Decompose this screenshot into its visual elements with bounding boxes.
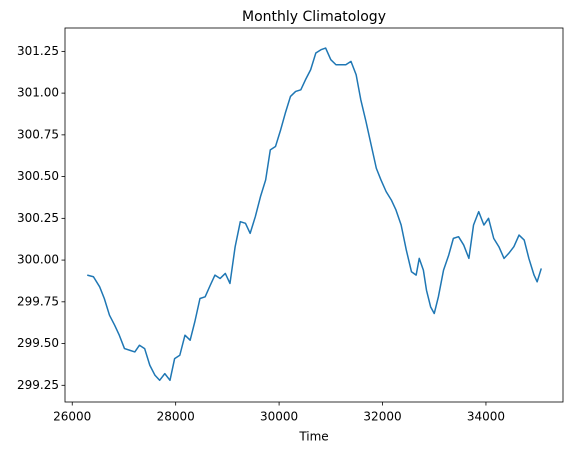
x-tick-label: 28000 [157, 410, 195, 424]
x-axis-label: Time [298, 430, 328, 444]
y-tick-label: 301.00 [17, 86, 59, 100]
x-tick-label: 32000 [363, 410, 401, 424]
y-tick-label: 300.25 [17, 211, 59, 225]
chart-title: Monthly Climatology [242, 9, 386, 25]
y-tick-label: 300.50 [17, 169, 59, 183]
x-tick-label: 34000 [467, 410, 505, 424]
x-tick-label: 26000 [53, 410, 91, 424]
x-tick-label: 30000 [260, 410, 298, 424]
y-tick-label: 300.75 [17, 127, 59, 141]
y-tick-label: 299.50 [17, 336, 59, 350]
line-series [87, 47, 542, 382]
plot-frame [64, 27, 564, 403]
y-tick-label: 301.25 [17, 44, 59, 58]
y-tick-label: 299.75 [17, 294, 59, 308]
y-tick-label: 300.00 [17, 253, 59, 267]
y-tick-label: 299.25 [17, 378, 59, 392]
